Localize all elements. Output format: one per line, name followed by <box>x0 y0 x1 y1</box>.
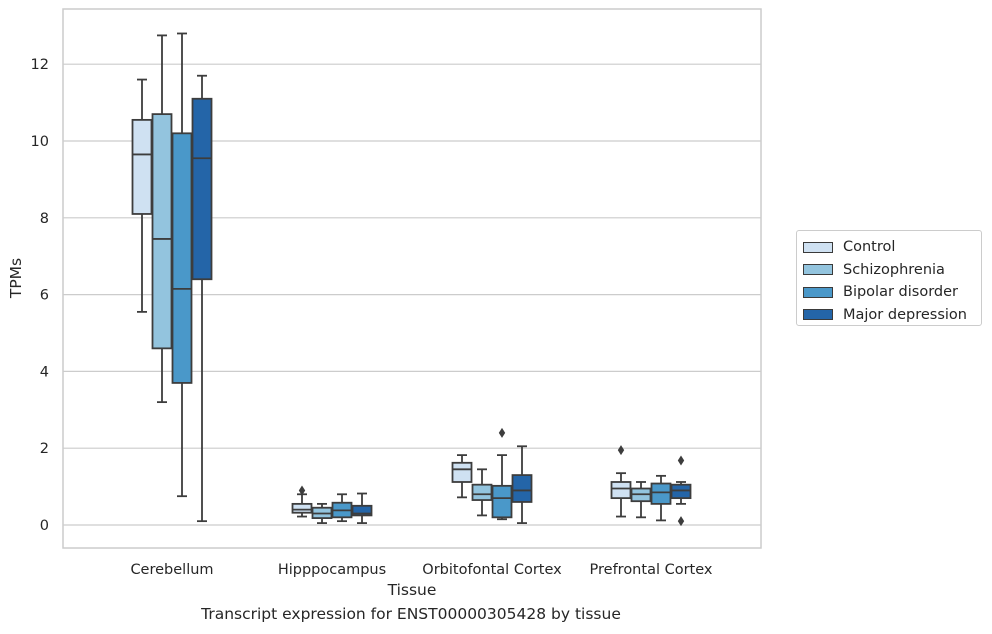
box-control-1 <box>291 485 313 518</box>
outlier-point <box>617 445 625 456</box>
y-tick-label: 0 <box>40 518 49 534</box>
outlier-point <box>677 516 685 527</box>
x-tick-labels: Cerebellum Hipppocampus Orbitofontal Corte… <box>130 562 712 578</box>
plot-frame <box>62 8 762 549</box>
box-body <box>491 484 513 519</box>
box-schizophrenia-3 <box>630 481 652 519</box>
box-schizophrenia-0 <box>151 34 173 404</box>
x-axis-label: Tissue <box>387 581 437 599</box>
legend-label-schizophrenia: Schizophrenia <box>843 261 945 278</box>
outlier-point <box>298 485 306 496</box>
y-tick-label: 8 <box>40 211 49 227</box>
x-tick-label: Prefrontal Cortex <box>590 562 713 578</box>
box-control-2 <box>451 454 473 499</box>
box-bipolar-disorder-1 <box>331 493 353 523</box>
box-body <box>171 132 193 384</box>
box-groups <box>131 32 692 527</box>
box-major-depression-0 <box>191 74 213 523</box>
box-major-depression-3 <box>670 455 692 527</box>
y-tick-label: 10 <box>31 134 49 150</box>
legend-swatch-schizophrenia <box>803 264 833 276</box>
box-control-0 <box>131 78 153 313</box>
y-tick-label: 12 <box>31 57 49 73</box>
x-tick-label: Cerebellum <box>130 562 213 578</box>
y-axis-label: TPMs <box>7 258 25 299</box>
legend-item-major-depression: Major depression <box>803 304 981 327</box>
legend-item-control: Control <box>803 236 981 259</box>
box-body <box>191 97 213 281</box>
chart-caption: Transcript expression for ENST0000030542… <box>201 605 621 623</box>
box-bipolar-disorder-3 <box>650 474 672 522</box>
box-body <box>670 483 692 500</box>
legend: Control Schizophrenia Bipolar disorder M… <box>796 230 982 326</box>
legend-label-control: Control <box>843 239 896 256</box>
legend-label-major-depression: Major depression <box>843 306 967 323</box>
legend-item-bipolar-disorder: Bipolar disorder <box>803 281 981 304</box>
box-body <box>451 461 473 483</box>
box-body <box>610 481 632 500</box>
box-schizophrenia-1 <box>311 502 333 524</box>
outlier-point <box>677 455 685 466</box>
legend-swatch-bipolar-disorder <box>803 286 833 298</box>
legend-label-bipolar-disorder: Bipolar disorder <box>843 284 958 301</box>
box-body <box>131 118 153 215</box>
box-body <box>291 502 313 514</box>
box-bipolar-disorder-0 <box>171 32 193 498</box>
box-body <box>351 504 373 517</box>
box-major-depression-2 <box>511 445 533 524</box>
box-body <box>650 482 672 505</box>
x-tick-label: Orbitofontal Cortex <box>422 562 562 578</box>
legend-swatch-control <box>803 241 833 253</box>
box-schizophrenia-2 <box>471 468 493 517</box>
box-control-3 <box>610 445 632 518</box>
y-tick-label: 2 <box>40 441 49 457</box>
box-body <box>511 474 533 503</box>
box-body <box>151 113 173 350</box>
outlier-point <box>498 427 506 438</box>
box-body <box>471 483 493 501</box>
x-tick-label: Hipppocampus <box>278 562 386 578</box>
box-bipolar-disorder-2 <box>491 427 513 521</box>
legend-item-schizophrenia: Schizophrenia <box>803 259 981 282</box>
box-major-depression-1 <box>351 492 373 524</box>
y-tick-label: 6 <box>40 288 49 304</box>
legend-swatch-major-depression <box>803 309 833 321</box>
y-tick-labels: 0 2 4 6 8 10 12 <box>31 57 49 534</box>
y-tick-label: 4 <box>40 364 49 380</box>
